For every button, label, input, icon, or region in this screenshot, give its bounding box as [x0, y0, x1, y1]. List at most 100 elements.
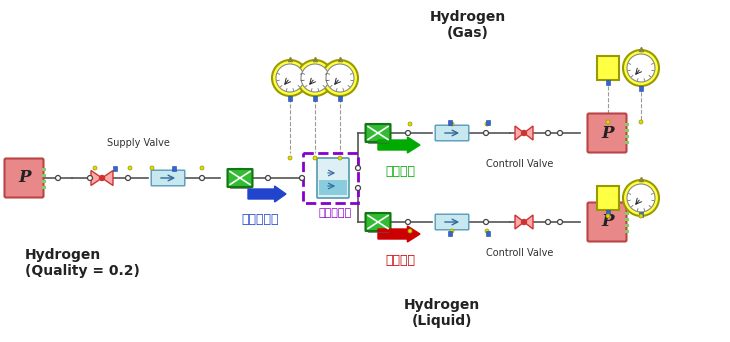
Text: 液体流出: 液体流出 [385, 254, 415, 267]
Circle shape [627, 184, 655, 212]
Circle shape [606, 214, 610, 218]
Bar [606, 210, 610, 214]
Bar [597, 56, 619, 80]
Bar [319, 180, 347, 195]
Text: P: P [602, 213, 614, 231]
Circle shape [639, 214, 643, 218]
Bar [486, 119, 490, 124]
Circle shape [356, 166, 361, 171]
Circle shape [521, 131, 526, 135]
Circle shape [322, 60, 358, 96]
Polygon shape [524, 215, 533, 229]
FancyBboxPatch shape [435, 214, 469, 230]
FancyArrow shape [378, 137, 420, 153]
Circle shape [313, 156, 317, 160]
Text: タンク流入: タンク流入 [241, 213, 279, 226]
Polygon shape [91, 171, 102, 185]
Text: Controll Valve: Controll Valve [486, 159, 553, 169]
Bar [338, 95, 342, 101]
Circle shape [558, 220, 563, 224]
FancyBboxPatch shape [228, 169, 253, 187]
FancyBboxPatch shape [151, 170, 185, 186]
Circle shape [639, 120, 643, 124]
Circle shape [88, 175, 93, 181]
Text: P: P [602, 124, 614, 142]
FancyBboxPatch shape [366, 124, 391, 142]
Bar [486, 231, 490, 236]
FancyBboxPatch shape [366, 213, 391, 231]
Circle shape [558, 131, 563, 135]
Circle shape [545, 131, 550, 135]
Circle shape [99, 175, 104, 181]
Circle shape [199, 175, 204, 181]
Text: Hydrogen
(Quality = 0.2): Hydrogen (Quality = 0.2) [25, 248, 140, 278]
Bar [42, 185, 46, 188]
Polygon shape [524, 126, 533, 140]
Bar [302, 153, 358, 203]
Bar [448, 119, 452, 124]
Circle shape [326, 64, 354, 92]
Circle shape [301, 64, 329, 92]
Circle shape [623, 50, 659, 86]
FancyArrow shape [248, 186, 286, 202]
Bar [625, 229, 629, 233]
Text: Hydrogen
(Liquid): Hydrogen (Liquid) [404, 298, 480, 328]
Circle shape [126, 175, 131, 181]
Circle shape [356, 185, 361, 190]
Bar [625, 211, 629, 214]
Text: P: P [19, 170, 31, 186]
Circle shape [128, 166, 132, 170]
Bar [625, 218, 629, 221]
Circle shape [93, 166, 97, 170]
Bar [42, 168, 46, 171]
FancyBboxPatch shape [588, 202, 626, 241]
Bar [288, 95, 292, 101]
Circle shape [485, 229, 489, 233]
Circle shape [266, 175, 271, 181]
Bar [639, 211, 643, 216]
Circle shape [338, 156, 342, 160]
Text: 気体流出: 気体流出 [385, 165, 415, 178]
Circle shape [55, 175, 61, 181]
Bar [172, 166, 176, 171]
Circle shape [450, 229, 454, 233]
Circle shape [450, 122, 454, 126]
Circle shape [297, 60, 333, 96]
Polygon shape [515, 126, 524, 140]
Bar [42, 173, 46, 176]
Circle shape [521, 220, 526, 224]
Bar [606, 79, 610, 84]
Circle shape [483, 131, 488, 135]
Bar [639, 86, 643, 91]
FancyBboxPatch shape [4, 158, 44, 197]
Circle shape [606, 120, 610, 124]
Bar [625, 141, 629, 144]
Bar [448, 231, 452, 236]
Circle shape [623, 180, 659, 216]
Circle shape [485, 122, 489, 126]
Bar [625, 129, 629, 132]
Polygon shape [515, 215, 524, 229]
Bar [625, 134, 629, 137]
Text: Controll Valve: Controll Valve [486, 248, 553, 258]
Text: Hydrogen
(Gas): Hydrogen (Gas) [430, 10, 506, 40]
Bar [625, 224, 629, 226]
Circle shape [200, 166, 204, 170]
Polygon shape [102, 171, 113, 185]
FancyBboxPatch shape [588, 114, 626, 153]
Bar [42, 180, 46, 183]
FancyBboxPatch shape [317, 158, 349, 198]
Circle shape [288, 156, 292, 160]
Bar [597, 186, 619, 210]
Circle shape [408, 229, 412, 233]
Circle shape [276, 64, 304, 92]
Circle shape [299, 175, 304, 181]
Circle shape [408, 122, 412, 126]
Circle shape [272, 60, 308, 96]
Circle shape [405, 131, 410, 135]
Circle shape [405, 220, 410, 224]
Circle shape [627, 54, 655, 82]
Circle shape [150, 166, 154, 170]
Text: Supply Valve: Supply Valve [107, 138, 169, 148]
Circle shape [483, 220, 488, 224]
